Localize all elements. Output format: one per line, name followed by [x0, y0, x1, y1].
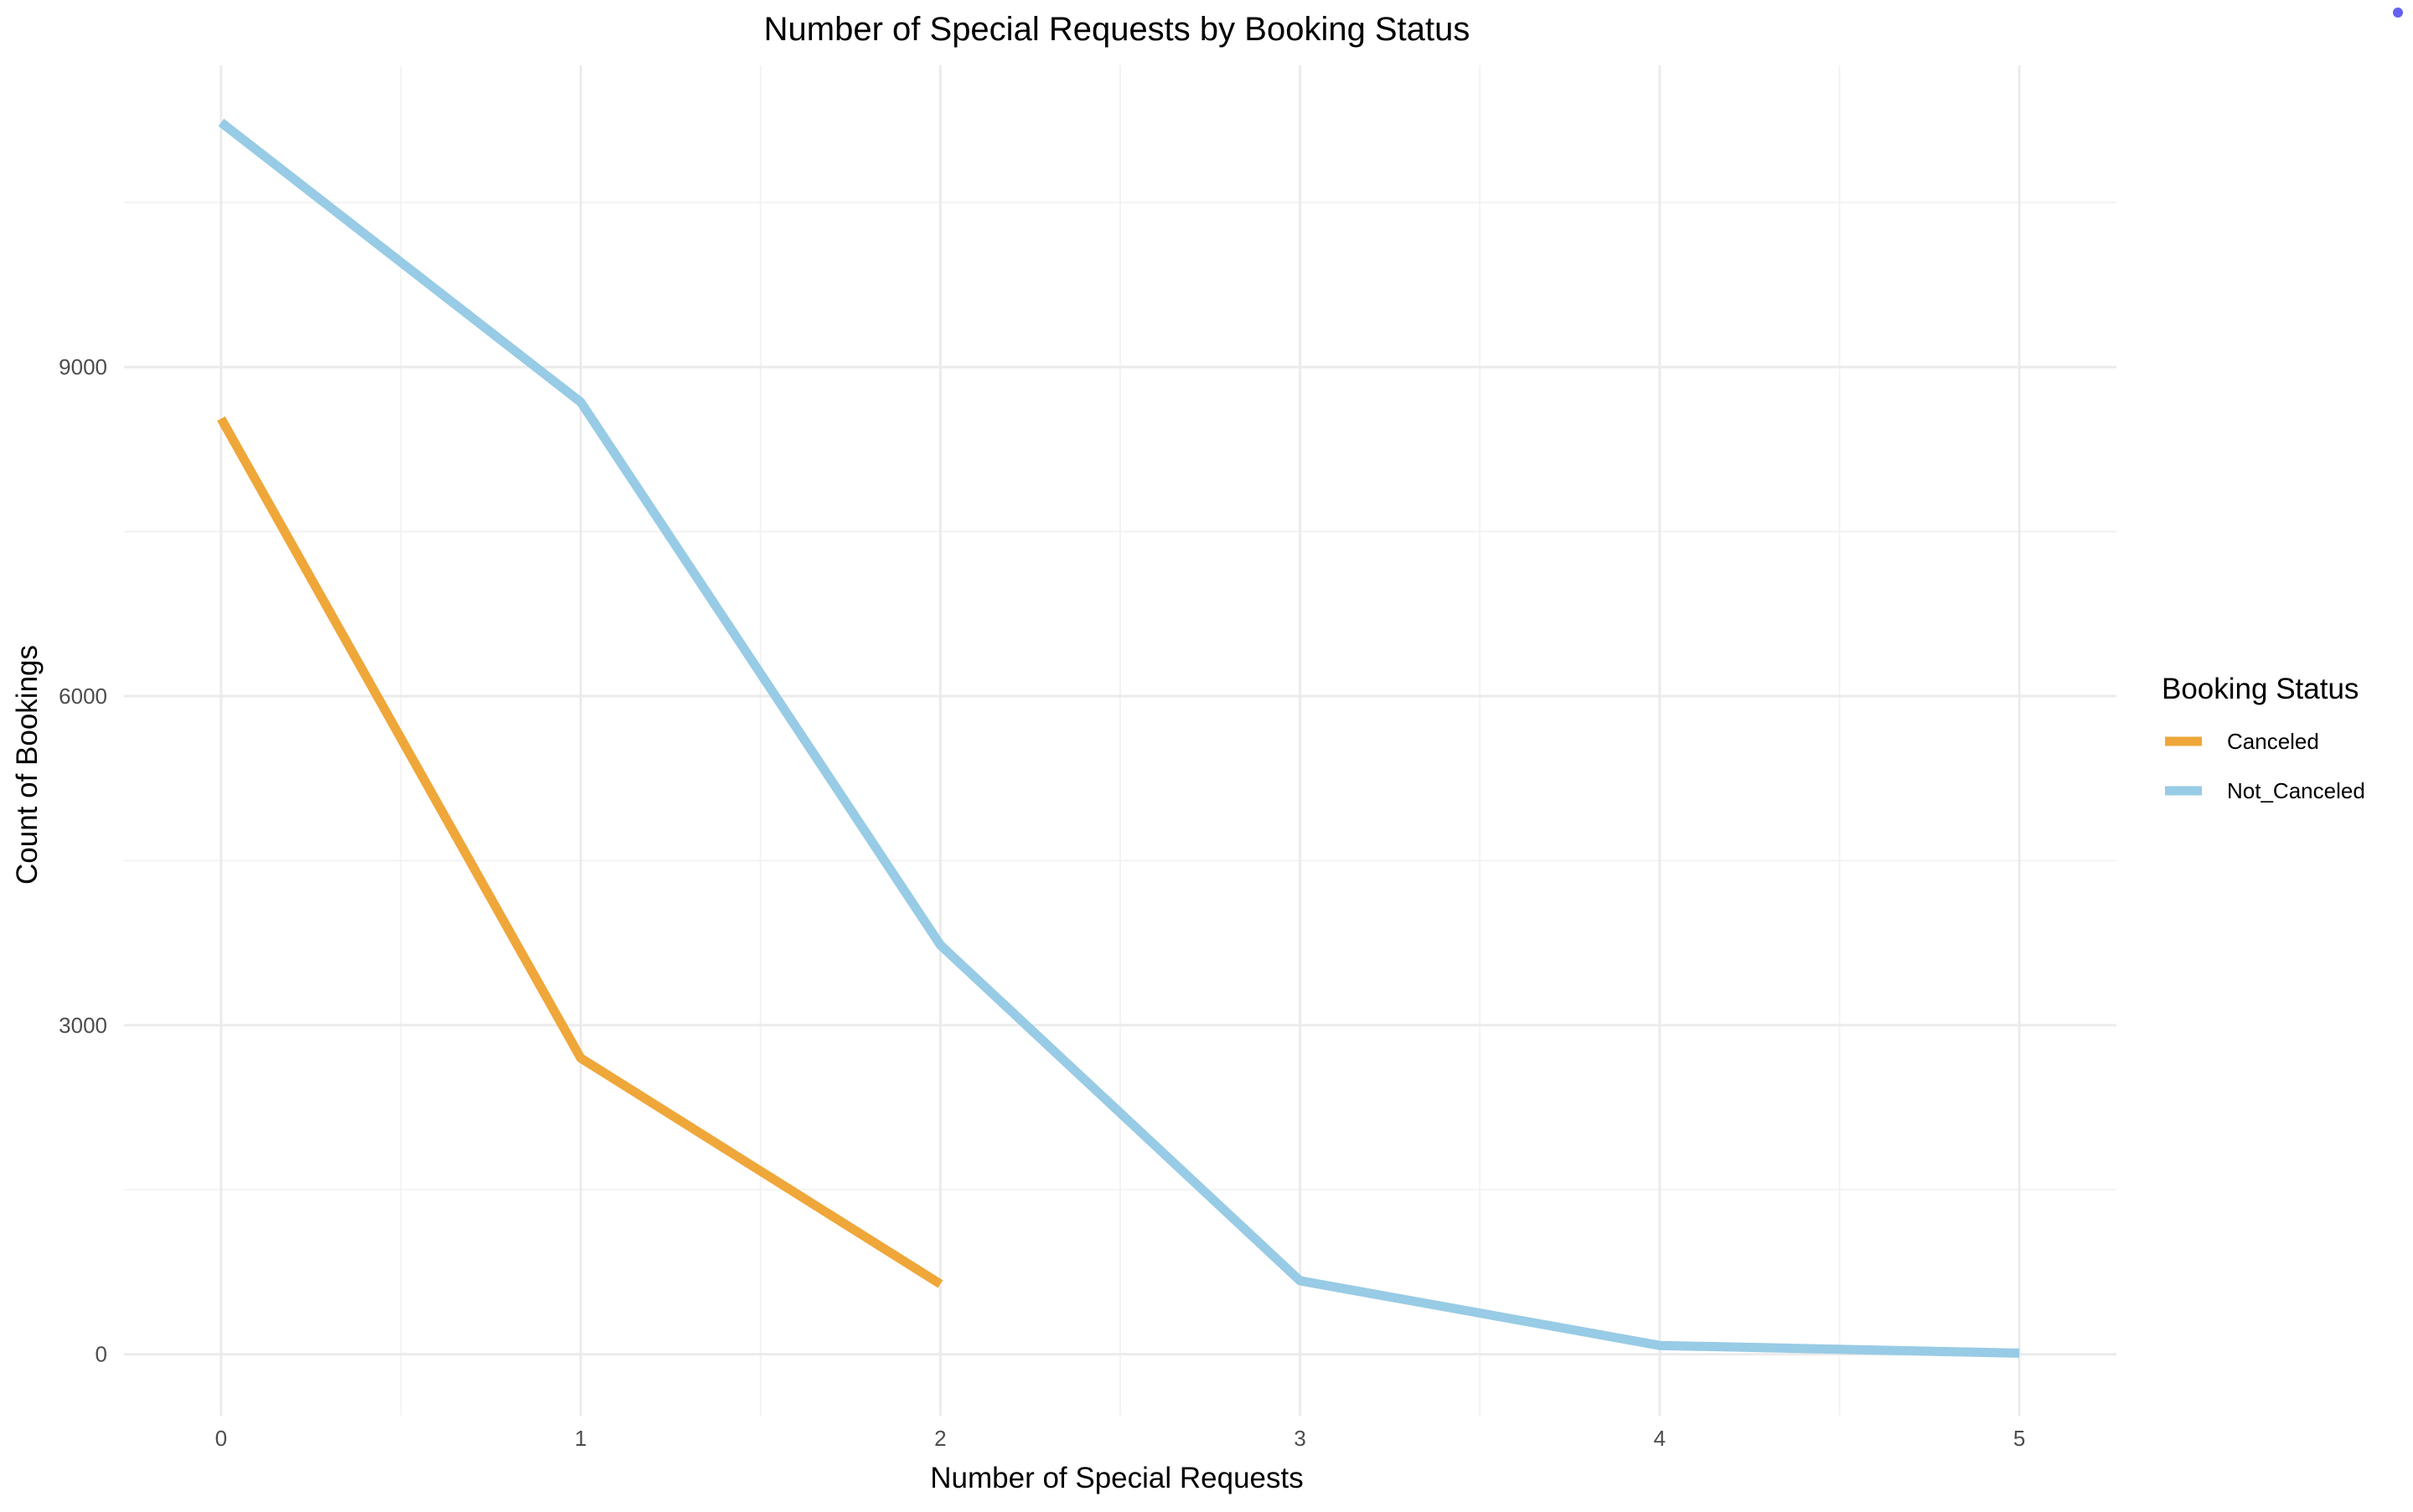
legend: Booking Status Canceled Not_Canceled	[2162, 673, 2365, 803]
series-lines	[217, 118, 2020, 1358]
y-axis-title: Count of Bookings	[11, 645, 44, 885]
legend-items: Canceled Not_Canceled	[2165, 729, 2365, 803]
x-axis-title: Number of Special Requests	[930, 1462, 1304, 1494]
series-line-not-canceled	[218, 118, 2020, 1358]
legend-label-not-canceled: Not_Canceled	[2227, 778, 2365, 803]
x-tick-label: 2	[934, 1426, 946, 1451]
x-tick-label: 4	[1654, 1426, 1666, 1451]
status-dot	[2393, 8, 2403, 18]
y-tick-label: 6000	[59, 684, 107, 709]
x-tick-label: 3	[1294, 1426, 1305, 1451]
axis-ticks: 0 1 2 3 4 5 0 3000 6000 9000	[59, 354, 2025, 1451]
gridlines	[124, 65, 2116, 1416]
x-tick-label: 5	[2013, 1426, 2025, 1451]
y-tick-label: 3000	[59, 1013, 107, 1038]
legend-title: Booking Status	[2162, 673, 2359, 705]
x-tick-label: 0	[215, 1426, 227, 1451]
y-tick-label: 0	[96, 1342, 107, 1367]
series-line-canceled	[217, 416, 943, 1288]
y-tick-label: 9000	[59, 354, 107, 379]
legend-label-canceled: Canceled	[2227, 729, 2319, 754]
chart-title: Number of Special Requests by Booking St…	[764, 11, 1470, 48]
x-tick-label: 1	[575, 1426, 586, 1451]
